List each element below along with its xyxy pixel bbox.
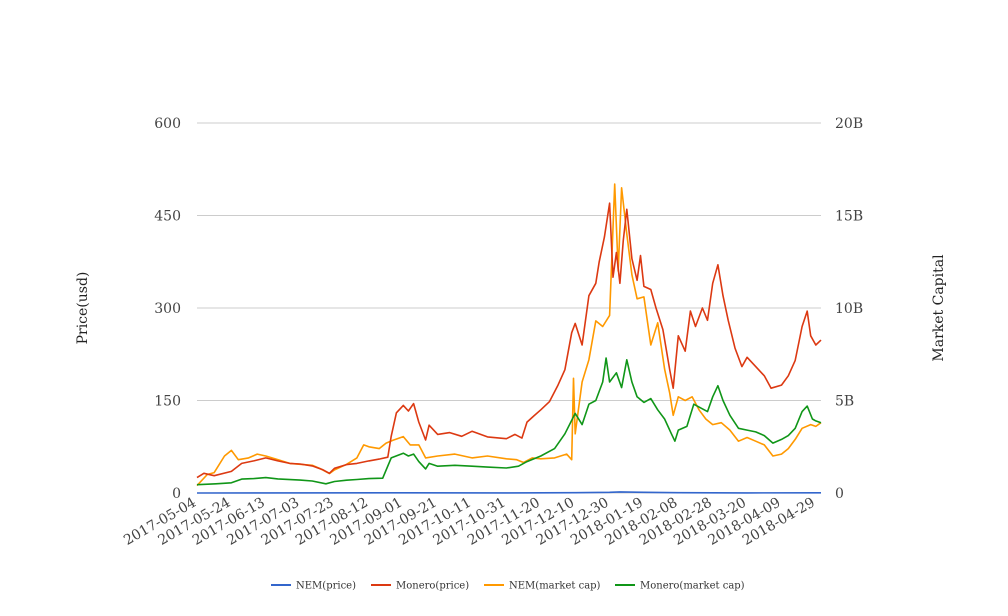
right-tick-label: 20B — [835, 116, 863, 132]
series-line-0 — [196, 491, 821, 494]
series-line-1 — [196, 202, 822, 479]
series-lines — [196, 183, 822, 494]
right-axis-title: Market Capital — [931, 254, 947, 362]
left-tick-label: 300 — [154, 301, 181, 317]
left-tick-label: 0 — [172, 486, 181, 502]
legend-label: NEM(price) — [296, 581, 356, 592]
right-tick-label: 0 — [835, 486, 844, 502]
right-axis-ticks: 0 5B 10B 15B 20B — [835, 116, 863, 502]
left-tick-label: 150 — [154, 394, 181, 410]
left-tick-label: 600 — [154, 116, 181, 132]
series-line-3 — [196, 357, 822, 486]
right-tick-label: 10B — [835, 301, 863, 317]
series-line-2 — [196, 183, 822, 487]
left-axis-ticks: 0 150 300 450 600 — [154, 116, 181, 502]
x-axis-ticks: 2017-05-042017-05-242017-06-132017-07-03… — [121, 495, 818, 549]
left-axis-title: Price(usd) — [75, 272, 91, 345]
legend-label: Monero(price) — [396, 581, 469, 592]
legend-label: NEM(market cap) — [509, 581, 601, 592]
right-tick-label: 15B — [835, 209, 863, 225]
right-tick-label: 5B — [835, 394, 854, 410]
left-tick-label: 450 — [154, 209, 181, 225]
legend-label: Monero(market cap) — [640, 581, 745, 592]
legend: NEM(price) Monero(price) NEM(market cap) Mo… — [271, 581, 745, 592]
